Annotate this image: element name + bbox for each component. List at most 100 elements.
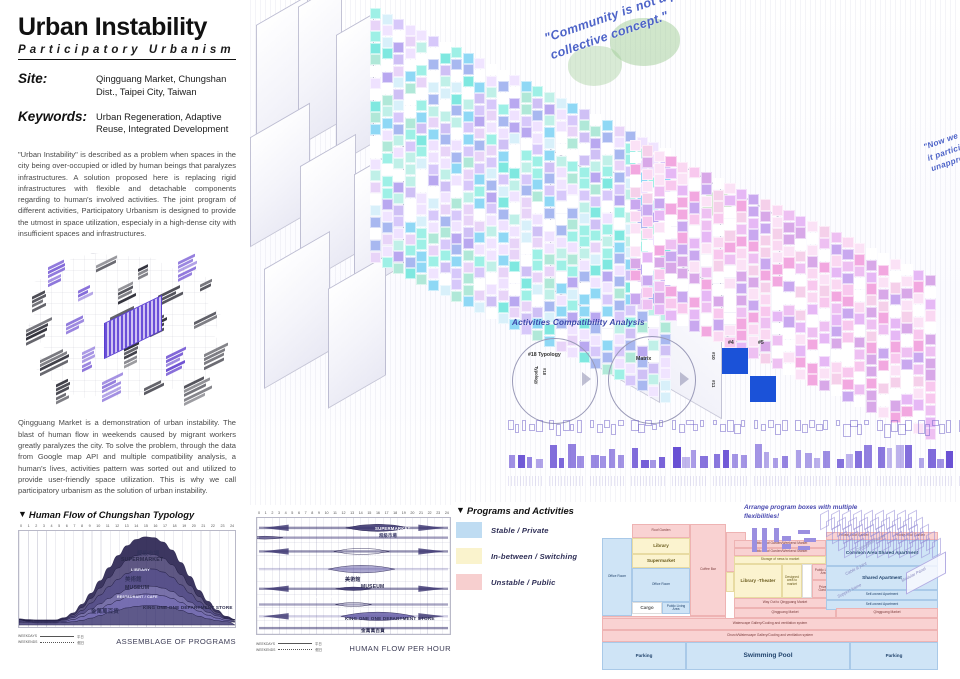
facade-pixel (590, 242, 601, 253)
facade-pixel (854, 325, 865, 336)
facade-pixel (701, 184, 712, 195)
micro-plan (679, 424, 685, 433)
x-tick-8: 8 (311, 511, 313, 515)
legend2-weekends-line (278, 649, 312, 650)
facade-pixel (689, 285, 700, 296)
facade-pixel (370, 31, 381, 42)
plan-bar (928, 449, 936, 468)
facade-pixel (654, 304, 665, 315)
x-tick-15: 15 (367, 511, 371, 515)
facade-pixel (901, 347, 912, 358)
facade-pixel (831, 314, 842, 325)
facade-pixel (878, 360, 889, 371)
facade-pixel (463, 250, 474, 261)
facade-pixel (819, 356, 830, 367)
facade-pixel (878, 383, 889, 394)
facade-pixel (701, 243, 712, 254)
facade-pixel (925, 334, 936, 345)
facade-pixel (901, 370, 912, 381)
facade-pixel (463, 99, 474, 110)
facade-pixel (748, 265, 759, 276)
facade-pixel (405, 187, 416, 198)
plan-bar (741, 455, 747, 468)
facade-pixel (701, 255, 712, 266)
facade-pixel (509, 284, 520, 295)
facade-pixel (866, 378, 877, 389)
facade-pixel (428, 152, 439, 163)
facade-pixel (689, 238, 700, 249)
facade-pixel (642, 275, 653, 286)
facade-pixel (748, 194, 759, 205)
facade-pixel (854, 361, 865, 372)
facade-pixel (630, 175, 641, 186)
facade-pixel (783, 234, 794, 245)
facade-pixel (642, 145, 653, 156)
facade-pixel (677, 185, 688, 196)
plan-hatch (836, 476, 870, 486)
facade-pixel (579, 260, 590, 271)
tag-matrix: Matrix (636, 356, 651, 362)
facade-pixel (677, 244, 688, 255)
micro-plan (946, 420, 951, 433)
facade-pixel (463, 157, 474, 168)
x-tick-15: 15 (144, 524, 148, 528)
facade-pixel (854, 372, 865, 383)
facade-pixel (842, 379, 853, 390)
facade-pixel (602, 166, 613, 177)
x-tick-3: 3 (278, 511, 280, 515)
micro-plan (918, 420, 925, 434)
facade-pixel (913, 317, 924, 328)
facade-pixel (736, 330, 747, 341)
facade-pixel (819, 262, 830, 273)
x-tick-24: 24 (230, 524, 234, 528)
facade-pixel (760, 306, 771, 317)
facade-pixel (831, 373, 842, 384)
plan-bar (518, 455, 525, 468)
facade-pixel (831, 291, 842, 302)
site-building-blob (56, 378, 70, 406)
plan-bar (837, 459, 844, 468)
facade-pixel (556, 132, 567, 143)
facade-pixel (463, 204, 474, 215)
facade-pixel (405, 48, 416, 59)
facade-pixel (567, 126, 578, 137)
facade-pixel (393, 193, 404, 204)
facade-pixel (393, 240, 404, 251)
facade-pixel (521, 220, 532, 231)
facade-pixel (474, 82, 485, 93)
facade-pixel (831, 244, 842, 255)
facade-pixel (630, 234, 641, 245)
facade-pixel (579, 236, 590, 247)
facade-pixel (440, 274, 451, 285)
plan-bar (577, 456, 584, 468)
facade-pixel (556, 121, 567, 132)
facade-pixel (509, 145, 520, 156)
facade-pixel (393, 216, 404, 227)
facade-pixel (878, 289, 889, 300)
facade-pixel (567, 196, 578, 207)
facade-pixel (532, 191, 543, 202)
facade-pixel (405, 222, 416, 233)
facade-pixel (521, 81, 532, 92)
facade-pixel (630, 152, 641, 163)
facade-pixel (866, 331, 877, 342)
chart2-label-library: LIBRARY (357, 554, 377, 559)
facade-pixel (370, 89, 381, 100)
facade-pixel (807, 268, 818, 279)
page-title: Urban Instability (18, 14, 236, 40)
facade-pixel (382, 257, 393, 268)
facade-pixel (486, 192, 497, 203)
x-tick-20: 20 (410, 511, 414, 515)
facade-pixel (486, 134, 497, 145)
facade-pixel (925, 405, 936, 416)
facade-pixel (440, 100, 451, 111)
facade-pixel (760, 317, 771, 328)
chart2-label-dept: KING ONE ONE DEPARTMENT STORE (345, 616, 435, 621)
facade-pixel (831, 385, 842, 396)
facade-pixel (474, 163, 485, 174)
facade-pixel (416, 135, 427, 146)
micro-plan (638, 424, 645, 433)
facade-pixel (532, 226, 543, 237)
facade-pixel (713, 296, 724, 307)
micro-plan (590, 420, 594, 428)
